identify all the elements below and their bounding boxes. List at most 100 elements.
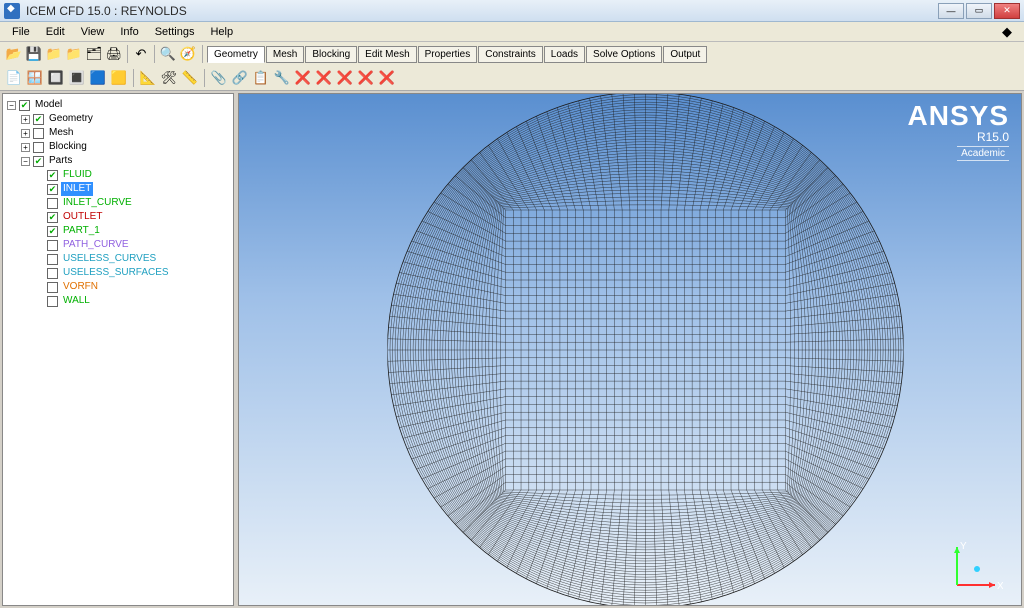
maximize-button[interactable]: ▭ bbox=[966, 3, 992, 19]
tree-checkbox[interactable]: ✔ bbox=[47, 226, 58, 237]
tab-mesh[interactable]: Mesh bbox=[266, 46, 304, 63]
tree-row-inlet[interactable]: ✔INLET bbox=[7, 182, 229, 196]
menu-file[interactable]: File bbox=[4, 24, 38, 40]
minimize-button[interactable]: — bbox=[938, 3, 964, 19]
toolbar2-btn-17[interactable]: ❌ bbox=[377, 68, 397, 88]
tab-geometry[interactable]: Geometry bbox=[207, 46, 265, 63]
toolbar2-btn-2[interactable]: 🔲 bbox=[46, 68, 66, 88]
toolbar1-btn-0[interactable]: 📂 bbox=[4, 44, 24, 64]
viewport-3d[interactable]: ANSYS R15.0 Academic X Y bbox=[238, 93, 1022, 606]
toolbar1-btn-3[interactable]: 📁 bbox=[64, 44, 84, 64]
menu-view[interactable]: View bbox=[73, 24, 113, 40]
tree-row-model[interactable]: −✔Model bbox=[7, 98, 229, 112]
tree-label[interactable]: WALL bbox=[61, 294, 92, 308]
tree-checkbox[interactable]: ✔ bbox=[19, 100, 30, 111]
close-button[interactable]: ✕ bbox=[994, 3, 1020, 19]
tree-row-blocking[interactable]: + Blocking bbox=[7, 140, 229, 154]
tree-toggle-icon[interactable]: − bbox=[21, 157, 30, 166]
menu-help[interactable]: Help bbox=[202, 24, 241, 40]
axis-z-dot bbox=[974, 566, 980, 572]
toolbar1-btn-2[interactable]: 📁 bbox=[44, 44, 64, 64]
toolbar1-btn-7[interactable]: 🔍 bbox=[158, 44, 178, 64]
tree-label[interactable]: INLET bbox=[61, 182, 93, 196]
toolbar2-btn-11[interactable]: 📋 bbox=[251, 68, 271, 88]
tree-row-fluid[interactable]: ✔FLUID bbox=[7, 168, 229, 182]
toolbar2-btn-5[interactable]: 🟨 bbox=[109, 68, 129, 88]
tree-toggle-icon[interactable]: − bbox=[7, 101, 16, 110]
menu-info[interactable]: Info bbox=[112, 24, 146, 40]
tree-row-inlet-curve[interactable]: INLET_CURVE bbox=[7, 196, 229, 210]
brand-edition: Academic bbox=[957, 146, 1009, 161]
tree-checkbox[interactable]: ✔ bbox=[47, 170, 58, 181]
tree-row-wall[interactable]: WALL bbox=[7, 294, 229, 308]
tree-row-mesh[interactable]: + Mesh bbox=[7, 126, 229, 140]
toolbar2-btn-8[interactable]: 📏 bbox=[180, 68, 200, 88]
toolbar2-btn-3[interactable]: 🔳 bbox=[67, 68, 87, 88]
tree-label[interactable]: Model bbox=[33, 98, 64, 112]
toolbar2-btn-9[interactable]: 📎 bbox=[209, 68, 229, 88]
toolbar1-btn-8[interactable]: 🧭 bbox=[178, 44, 198, 64]
tree-label[interactable]: INLET_CURVE bbox=[61, 196, 134, 210]
toolbar2-btn-0[interactable]: 📄 bbox=[4, 68, 24, 88]
toolbar1-btn-5[interactable]: 🖨 bbox=[104, 44, 124, 64]
toolbar1-btn-4[interactable]: 🗂 bbox=[84, 44, 104, 64]
tab-loads[interactable]: Loads bbox=[544, 46, 585, 63]
tree-checkbox[interactable]: ✔ bbox=[33, 156, 44, 167]
toolbar2-btn-13[interactable]: ❌ bbox=[293, 68, 313, 88]
tree-toggle-icon[interactable]: + bbox=[21, 115, 30, 124]
tree-checkbox[interactable]: ✔ bbox=[33, 114, 44, 125]
tree-label[interactable]: USELESS_CURVES bbox=[61, 252, 158, 266]
toolbar2-btn-1[interactable]: 🪟 bbox=[25, 68, 45, 88]
tab-output[interactable]: Output bbox=[663, 46, 707, 63]
tree-checkbox[interactable] bbox=[47, 282, 58, 293]
tree-label[interactable]: VORFN bbox=[61, 280, 100, 294]
toolbar2-btn-6[interactable]: 📐 bbox=[138, 68, 158, 88]
tree-checkbox[interactable] bbox=[33, 128, 44, 139]
menu-settings[interactable]: Settings bbox=[147, 24, 203, 40]
tree-label[interactable]: FLUID bbox=[61, 168, 94, 182]
tree-label[interactable]: Geometry bbox=[47, 112, 95, 126]
menu-edit[interactable]: Edit bbox=[38, 24, 73, 40]
tree-label[interactable]: Blocking bbox=[47, 140, 89, 154]
toolbar2-btn-16[interactable]: ❌ bbox=[356, 68, 376, 88]
model-tree[interactable]: −✔Model+✔Geometry+Mesh+Blocking−✔Parts✔F… bbox=[3, 94, 233, 312]
tree-label[interactable]: Parts bbox=[47, 154, 74, 168]
tree-checkbox[interactable]: ✔ bbox=[47, 212, 58, 223]
tree-toggle-icon[interactable]: + bbox=[21, 143, 30, 152]
tree-row-geometry[interactable]: +✔Geometry bbox=[7, 112, 229, 126]
tab-properties[interactable]: Properties bbox=[418, 46, 478, 63]
tree-row-useless-surfaces[interactable]: USELESS_SURFACES bbox=[7, 266, 229, 280]
tab-constraints[interactable]: Constraints bbox=[478, 46, 543, 63]
toolbar1-btn-6[interactable]: ↶ bbox=[131, 44, 151, 64]
toolbar1-btn-1[interactable]: 💾 bbox=[24, 44, 44, 64]
tree-row-outlet[interactable]: ✔OUTLET bbox=[7, 210, 229, 224]
toolbar2-btn-7[interactable]: 🛠 bbox=[159, 68, 179, 88]
tree-checkbox[interactable]: ✔ bbox=[47, 184, 58, 195]
tree-checkbox[interactable] bbox=[47, 254, 58, 265]
toolbar2-btn-14[interactable]: ❌ bbox=[314, 68, 334, 88]
tab-blocking[interactable]: Blocking bbox=[305, 46, 357, 63]
tree-checkbox[interactable] bbox=[47, 296, 58, 307]
tree-label[interactable]: Mesh bbox=[47, 126, 75, 140]
tab-edit-mesh[interactable]: Edit Mesh bbox=[358, 46, 416, 63]
tree-row-useless-curves[interactable]: USELESS_CURVES bbox=[7, 252, 229, 266]
tree-row-vorfn[interactable]: VORFN bbox=[7, 280, 229, 294]
tree-checkbox[interactable] bbox=[47, 240, 58, 251]
tree-row-parts[interactable]: −✔Parts bbox=[7, 154, 229, 168]
tree-checkbox[interactable] bbox=[47, 198, 58, 209]
tree-checkbox[interactable] bbox=[33, 142, 44, 153]
toolbar2-btn-4[interactable]: 🟦 bbox=[88, 68, 108, 88]
tab-solve-options[interactable]: Solve Options bbox=[586, 46, 662, 63]
tree-label[interactable]: USELESS_SURFACES bbox=[61, 266, 171, 280]
tree-checkbox[interactable] bbox=[47, 268, 58, 279]
toolbar2-btn-12[interactable]: 🔧 bbox=[272, 68, 292, 88]
tree-row-part-1[interactable]: ✔PART_1 bbox=[7, 224, 229, 238]
tree-label[interactable]: PATH_CURVE bbox=[61, 238, 131, 252]
tree-label[interactable]: OUTLET bbox=[61, 210, 104, 224]
tree-row-path-curve[interactable]: PATH_CURVE bbox=[7, 238, 229, 252]
menu-corner-icon[interactable]: ◆ bbox=[994, 22, 1020, 42]
tree-toggle-icon[interactable]: + bbox=[21, 129, 30, 138]
toolbar2-btn-10[interactable]: 🔗 bbox=[230, 68, 250, 88]
toolbar2-btn-15[interactable]: ❌ bbox=[335, 68, 355, 88]
tree-label[interactable]: PART_1 bbox=[61, 224, 102, 238]
